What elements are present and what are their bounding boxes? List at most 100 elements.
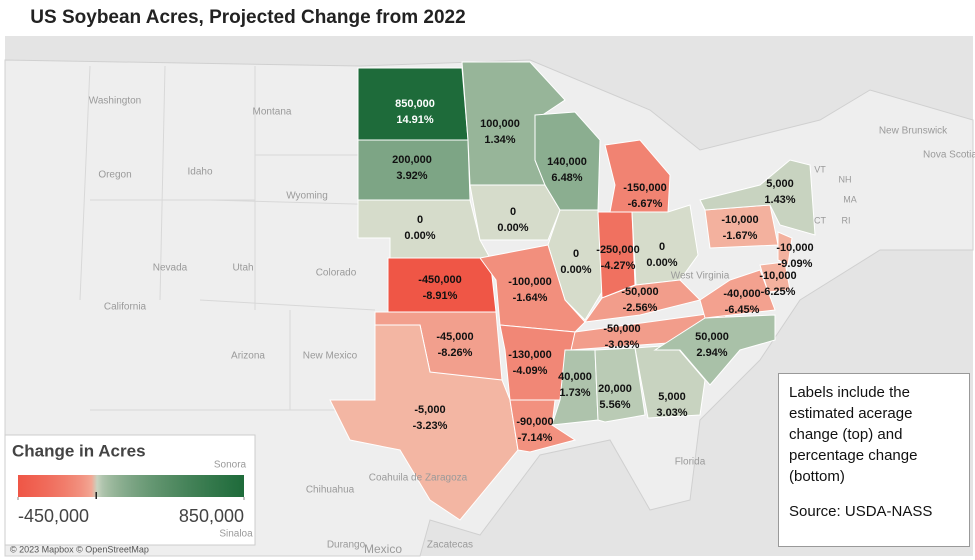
percent-label: -9.09%: [778, 258, 813, 270]
value-label: -10,000: [759, 270, 796, 282]
basemap-label: California: [104, 302, 147, 313]
percent-label: -6.67%: [628, 198, 663, 210]
percent-label: -7.14%: [518, 432, 553, 444]
legend-tick-label: -450,000: [18, 506, 89, 526]
basemap-label: Washington: [89, 96, 141, 107]
percent-label: 5.56%: [599, 399, 630, 411]
value-label: 140,000: [547, 156, 587, 168]
state-region: [777, 231, 793, 266]
value-label: 50,000: [695, 331, 729, 343]
value-label: -150,000: [623, 182, 666, 194]
percent-label: -3.03%: [605, 339, 640, 351]
percent-label: -3.23%: [413, 420, 448, 432]
source: Source: USDA-NASS: [789, 503, 933, 520]
percent-label: -4.27%: [601, 260, 636, 272]
percent-label: 0.00%: [646, 257, 677, 269]
basemap-label: Arizona: [231, 351, 265, 362]
annotation-box: Labels include the estimated acerage cha…: [778, 373, 970, 547]
value-label: 0: [659, 241, 665, 253]
value-label: -100,000: [508, 276, 551, 288]
percent-label: 2.94%: [696, 347, 727, 359]
basemap-label: CT: [814, 215, 826, 225]
percent-label: -6.25%: [761, 286, 796, 298]
value-label: 0: [417, 214, 423, 226]
percent-label: 3.03%: [656, 407, 687, 419]
basemap-label: Montana: [253, 107, 292, 118]
percent-label: 0.00%: [404, 230, 435, 242]
percent-label: -2.56%: [623, 302, 658, 314]
basemap-label: Durango: [327, 540, 366, 551]
value-label: -5,000: [414, 404, 445, 416]
value-label: 100,000: [480, 118, 520, 130]
state-region: [699, 159, 816, 236]
basemap-label: Nevada: [153, 263, 188, 274]
borders: [79, 65, 391, 411]
percent-label: 0.00%: [497, 222, 528, 234]
state-region: [551, 349, 599, 426]
value-label: -90,000: [516, 416, 553, 428]
percent-label: 6.48%: [551, 172, 582, 184]
state-region: [594, 347, 646, 423]
value-label: -10,000: [721, 214, 758, 226]
basemap-label: Zacatecas: [427, 540, 473, 551]
value-label: -50,000: [621, 286, 658, 298]
percent-label: -1.64%: [513, 292, 548, 304]
annotation: Labels include the estimated acerage cha…: [789, 384, 918, 485]
state-region: [509, 399, 577, 453]
percent-label: -6.45%: [725, 304, 760, 316]
percent-label: 1.73%: [559, 387, 590, 399]
percent-label: -4.09%: [513, 365, 548, 377]
value-label: -45,000: [436, 331, 473, 343]
basemap-label: NH: [839, 174, 852, 184]
value-label: -450,000: [418, 274, 461, 286]
basemap-label: Sonora: [214, 460, 247, 471]
basemap-label: MA: [843, 194, 857, 204]
value-label: 850,000: [395, 98, 435, 110]
value-label: 40,000: [558, 371, 592, 383]
basemap-label: Mexico: [364, 542, 402, 556]
regions: [329, 61, 816, 521]
percent-label: -8.26%: [438, 347, 473, 359]
legend-tick-label: 850,000: [179, 506, 244, 526]
region-labels: 850,000 14.91% 200,000 3.92% 0 0.00% -450,000 -…: [392, 98, 814, 444]
state-region: [469, 184, 561, 241]
legend-title: Change in Acres: [12, 441, 146, 460]
basemap-label: New Mexico: [303, 351, 358, 362]
value-label: -50,000: [603, 323, 640, 335]
state-region: [759, 261, 791, 293]
basemap-label: Colorado: [316, 268, 357, 279]
state-region: [329, 324, 519, 521]
basemap-label: Chihuahua: [306, 485, 355, 496]
value-label: 0: [573, 248, 579, 260]
value-label: -40,000: [723, 288, 760, 300]
percent-label: 0.00%: [560, 264, 591, 276]
state-region: [479, 244, 586, 333]
percent-label: 14.91%: [396, 114, 434, 126]
value-label: 20,000: [598, 383, 632, 395]
value-label: 0: [510, 206, 516, 218]
value-label: 200,000: [392, 154, 432, 166]
basemap-label: Wyoming: [286, 191, 328, 202]
state-region: [653, 314, 776, 386]
percent-label: -8.91%: [423, 290, 458, 302]
basemap-label: New Brunswick: [879, 126, 948, 137]
basemap-label: Coahuila de Zaragoza: [369, 473, 468, 484]
basemap-label: © 2023 Mapbox © OpenStreetMap: [10, 544, 149, 554]
basemap-label: West Virginia: [671, 271, 730, 282]
basemap-label: Nova Scotia: [923, 150, 975, 161]
basemap-label: VT: [814, 164, 826, 174]
chart-title: US Soybean Acres, Projected Change from …: [30, 7, 465, 28]
value-label: -10,000: [776, 242, 813, 254]
percent-label: 3.92%: [396, 170, 427, 182]
value-label: -130,000: [508, 349, 551, 361]
value-label: 5,000: [766, 178, 794, 190]
basemap-label: Sinaloa: [219, 529, 253, 540]
basemap-label: RI: [842, 215, 851, 225]
percent-label: 1.34%: [484, 134, 515, 146]
basemap-label: Idaho: [187, 167, 212, 178]
basemap-label: Utah: [232, 263, 253, 274]
basemap-label: Florida: [675, 457, 706, 468]
percent-label: 1.43%: [764, 194, 795, 206]
